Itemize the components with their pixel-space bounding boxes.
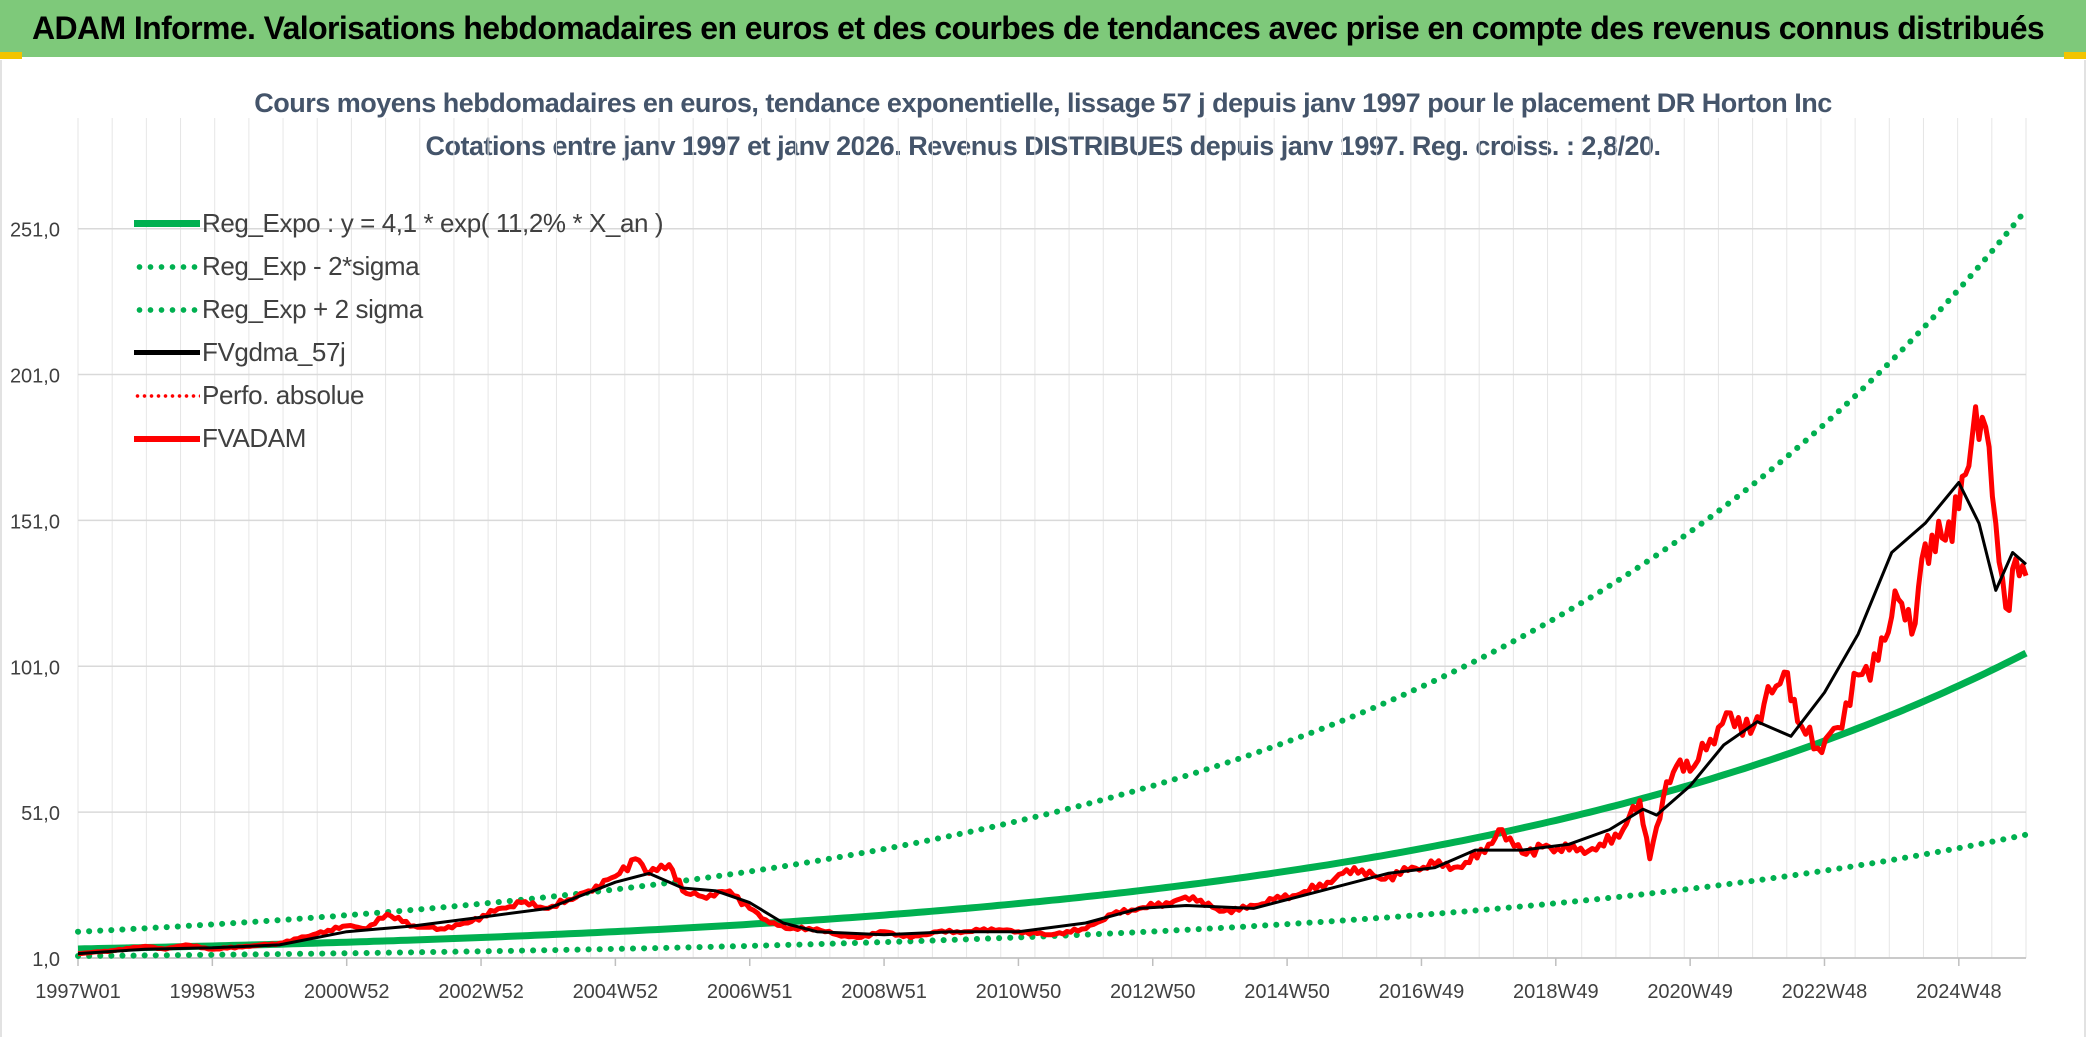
legend-item-fvgdma: FVgdma_57j — [134, 331, 663, 374]
chart-subtitle: Cotations entre janv 1997 et janv 2026. … — [425, 131, 1660, 161]
legend-label: FVADAM — [202, 423, 307, 453]
series-reg-exp-minus-2-sigma — [75, 831, 2029, 959]
x-tick-label: 2000W52 — [304, 981, 390, 1003]
x-tick-label: 1997W01 — [35, 981, 121, 1003]
x-tick-label: 2012W50 — [1110, 981, 1196, 1003]
legend-label: Perfo. absolue — [202, 380, 365, 410]
legend-swatch — [134, 305, 200, 314]
legend-item-reg-plus: Reg_Exp + 2 sigma — [134, 288, 663, 331]
legend-item-perfo: Perfo. absolue — [134, 374, 663, 417]
corner-marker-right — [2064, 52, 2086, 59]
x-tick-label: 2022W48 — [1782, 981, 1868, 1003]
y-tick-label: 201,0 — [10, 366, 60, 388]
x-tick-label: 2018W49 — [1513, 981, 1599, 1003]
legend-item-fvadam: FVADAM — [134, 417, 663, 460]
series-fvgdma-57j — [77, 481, 2027, 956]
x-tick-label: 2010W50 — [976, 981, 1062, 1003]
y-tick-label: 251,0 — [10, 220, 60, 242]
y-tick-label: 51,0 — [21, 803, 60, 825]
legend-label: Reg_Exp - 2*sigma — [202, 251, 420, 281]
series-reg-exp-plus-2-sigma — [75, 206, 2029, 935]
legend-swatch — [134, 350, 200, 355]
x-tick-label: 2006W51 — [707, 981, 793, 1003]
x-tick-label: 1998W53 — [170, 981, 256, 1003]
legend-label: Reg_Expo : y = 4,1 * exp( 11,2% * X_an ) — [202, 208, 664, 238]
x-tick-label: 2014W50 — [1244, 981, 1330, 1003]
legend-swatch — [134, 220, 200, 227]
legend-item-reg-minus: Reg_Exp - 2*sigma — [134, 245, 663, 288]
x-tick-label: 2004W52 — [573, 981, 659, 1003]
y-tick-label: 101,0 — [10, 657, 60, 679]
chart-area — [0, 60, 2086, 1037]
banner-title: ADAM Informe. Valorisations hebdomadaire… — [32, 10, 2045, 46]
y-tick-label: 151,0 — [10, 511, 60, 533]
chart-legend: Reg_Expo : y = 4,1 * exp( 11,2% * X_an )… — [134, 202, 664, 460]
x-tick-label: 2016W49 — [1379, 981, 1465, 1003]
legend-swatch — [134, 262, 200, 271]
x-tick-label: 2020W49 — [1647, 981, 1733, 1003]
chart-title: Cours moyens hebdomadaires en euros, ten… — [254, 88, 1832, 118]
x-tick-label: 2024W48 — [1916, 981, 2002, 1003]
series-fvadam — [77, 404, 2029, 957]
legend-label: FVgdma_57j — [202, 337, 346, 367]
report-banner: ADAM Informe. Valorisations hebdomadaire… — [0, 0, 2086, 57]
y-tick-label: 1,0 — [32, 949, 60, 971]
corner-marker-left — [0, 52, 22, 59]
legend-label: Reg_Exp + 2 sigma — [202, 294, 423, 324]
series-reg-expo — [77, 649, 2028, 953]
legend-item-reg: Reg_Expo : y = 4,1 * exp( 11,2% * X_an ) — [134, 202, 664, 245]
legend-swatch — [134, 392, 200, 399]
legend-swatch — [134, 435, 200, 442]
x-tick-label: 2008W51 — [841, 981, 927, 1003]
x-tick-label: 2002W52 — [438, 981, 524, 1003]
